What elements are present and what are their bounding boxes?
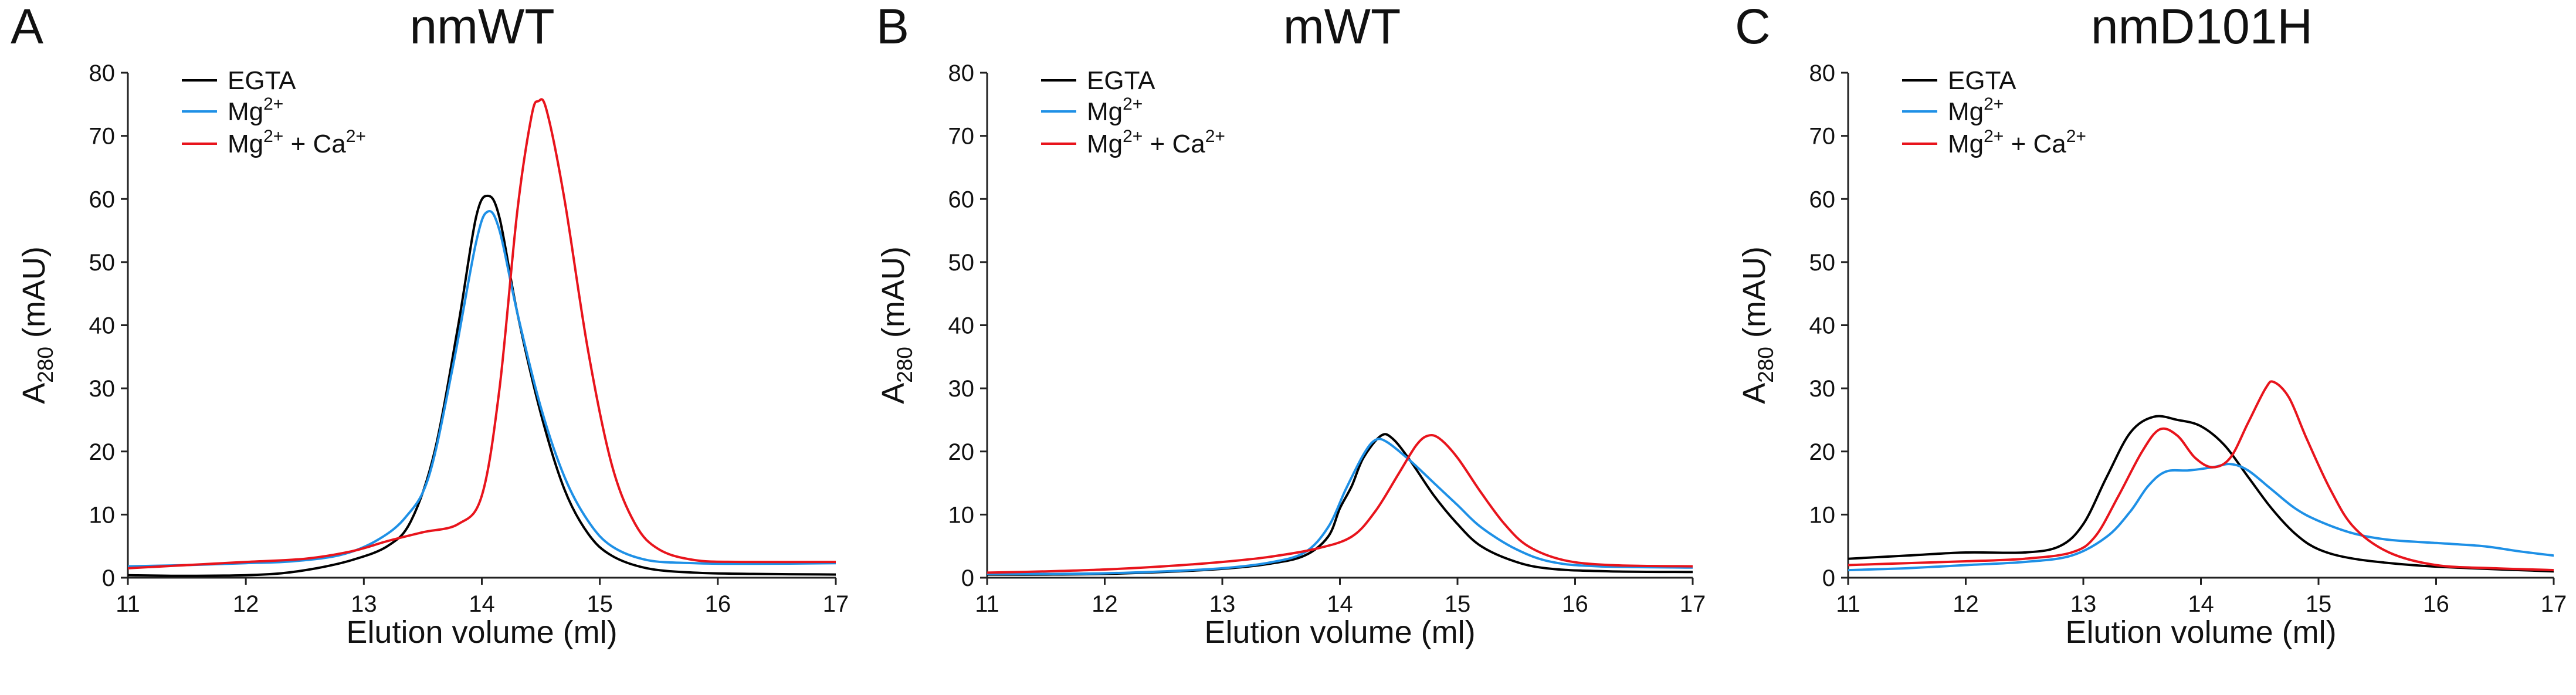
series-line-mg (1848, 463, 2554, 572)
y-axis-title: A280 (mAU) (1737, 246, 1778, 404)
x-tick-label: 14 (1327, 591, 1353, 617)
x-tick-label: 15 (587, 591, 613, 617)
y-tick-label: 30 (1809, 376, 1836, 402)
y-tick-label: 50 (948, 250, 975, 276)
legend-label-mg: Mg2+ (1087, 94, 1143, 126)
series-group (987, 433, 1693, 576)
series-line-egta (1848, 415, 2554, 573)
x-tick-label: 11 (975, 591, 999, 617)
series-line-mg-ca (128, 98, 836, 569)
panel-letter: C (1735, 0, 1771, 54)
y-tick-label: 0 (102, 565, 115, 591)
chart-title: nmD101H (2091, 0, 2313, 54)
x-tick-label: 14 (469, 591, 495, 617)
y-axis-title-rest: (mAU) (876, 246, 911, 347)
x-axis-title: Elution volume (ml) (346, 615, 617, 650)
y-tick-label: 20 (948, 439, 975, 465)
x-tick-label: 15 (2306, 591, 2332, 617)
legend-label-egta: EGTA (1948, 66, 2016, 95)
x-axis-title: Elution volume (ml) (2065, 615, 2336, 650)
x-tick-label: 16 (2423, 591, 2449, 617)
y-axis-title: A280 (mAU) (16, 246, 57, 404)
series-line-mg-ca (987, 433, 1693, 574)
y-axis-title-rest: (mAU) (1737, 246, 1772, 347)
y-axis-title-main: A (16, 383, 52, 404)
y-tick-label: 10 (1809, 502, 1836, 528)
y-tick-label: 0 (1822, 565, 1835, 591)
series-line-mg (128, 209, 836, 568)
chart-title: mWT (1283, 0, 1401, 54)
y-tick-label: 20 (1809, 439, 1836, 465)
y-tick-label: 70 (89, 124, 116, 150)
y-tick-label: 50 (89, 250, 116, 276)
x-tick-label: 12 (1092, 591, 1118, 617)
y-tick-label: 80 (89, 60, 116, 86)
y-tick-label: 80 (948, 60, 975, 86)
y-tick-label: 60 (1809, 187, 1836, 212)
y-axis-title-sub: 280 (33, 347, 57, 383)
x-tick-label: 17 (1680, 591, 1706, 617)
y-axis-title-sub: 280 (1754, 347, 1778, 383)
y-tick-label: 0 (961, 565, 974, 591)
x-tick-label: 13 (1209, 591, 1236, 617)
y-tick-label: 80 (1809, 60, 1836, 86)
y-tick-label: 20 (89, 439, 116, 465)
y-axis-title-rest: (mAU) (16, 246, 52, 347)
y-tick-label: 50 (1809, 250, 1836, 276)
y-tick-label: 70 (948, 124, 975, 150)
chart-title: nmWT (409, 0, 554, 54)
y-tick-label: 60 (89, 187, 116, 212)
x-tick-label: 15 (1445, 591, 1471, 617)
panel-letter: A (11, 0, 43, 54)
x-tick-label: 12 (233, 591, 259, 617)
y-tick-label: 40 (1809, 313, 1836, 339)
x-tick-label: 16 (705, 591, 731, 617)
legend-label-mg-ca: Mg2+ + Ca2+ (1087, 127, 1225, 158)
y-axis-title-main: A (876, 383, 911, 404)
series-line-mg-ca (1848, 380, 2554, 572)
series-group (128, 98, 836, 577)
panel-letter: B (876, 0, 909, 54)
y-tick-label: 30 (89, 376, 116, 402)
legend-label-mg: Mg2+ (1948, 94, 2004, 126)
x-tick-label: 16 (1562, 591, 1588, 617)
series-line-mg (987, 438, 1693, 575)
legend-label-mg-ca: Mg2+ + Ca2+ (228, 127, 366, 158)
x-tick-label: 13 (2070, 591, 2097, 617)
legend-label-mg-ca: Mg2+ + Ca2+ (1948, 127, 2086, 158)
y-tick-label: 70 (1809, 124, 1836, 150)
y-tick-label: 40 (948, 313, 975, 339)
y-tick-label: 60 (948, 187, 975, 212)
x-tick-label: 17 (823, 591, 849, 617)
y-tick-label: 40 (89, 313, 116, 339)
y-tick-label: 10 (948, 502, 975, 528)
x-tick-label: 14 (2188, 591, 2214, 617)
legend-label-egta: EGTA (1087, 66, 1155, 95)
legend-label-mg: Mg2+ (228, 94, 283, 126)
x-tick-label: 11 (116, 591, 140, 617)
legend-label-egta: EGTA (228, 66, 296, 95)
y-axis-title: A280 (mAU) (876, 246, 917, 404)
y-axis-title-main: A (1737, 383, 1772, 404)
series-group (1848, 380, 2554, 573)
series-line-egta (128, 194, 836, 577)
y-tick-label: 10 (89, 502, 116, 528)
x-tick-label: 12 (1953, 591, 1979, 617)
x-tick-label: 13 (351, 591, 377, 617)
x-tick-label: 11 (1836, 591, 1860, 617)
y-tick-label: 30 (948, 376, 975, 402)
x-tick-label: 17 (2541, 591, 2567, 617)
y-axis-title-sub: 280 (893, 347, 917, 383)
x-axis-title: Elution volume (ml) (1204, 615, 1475, 650)
